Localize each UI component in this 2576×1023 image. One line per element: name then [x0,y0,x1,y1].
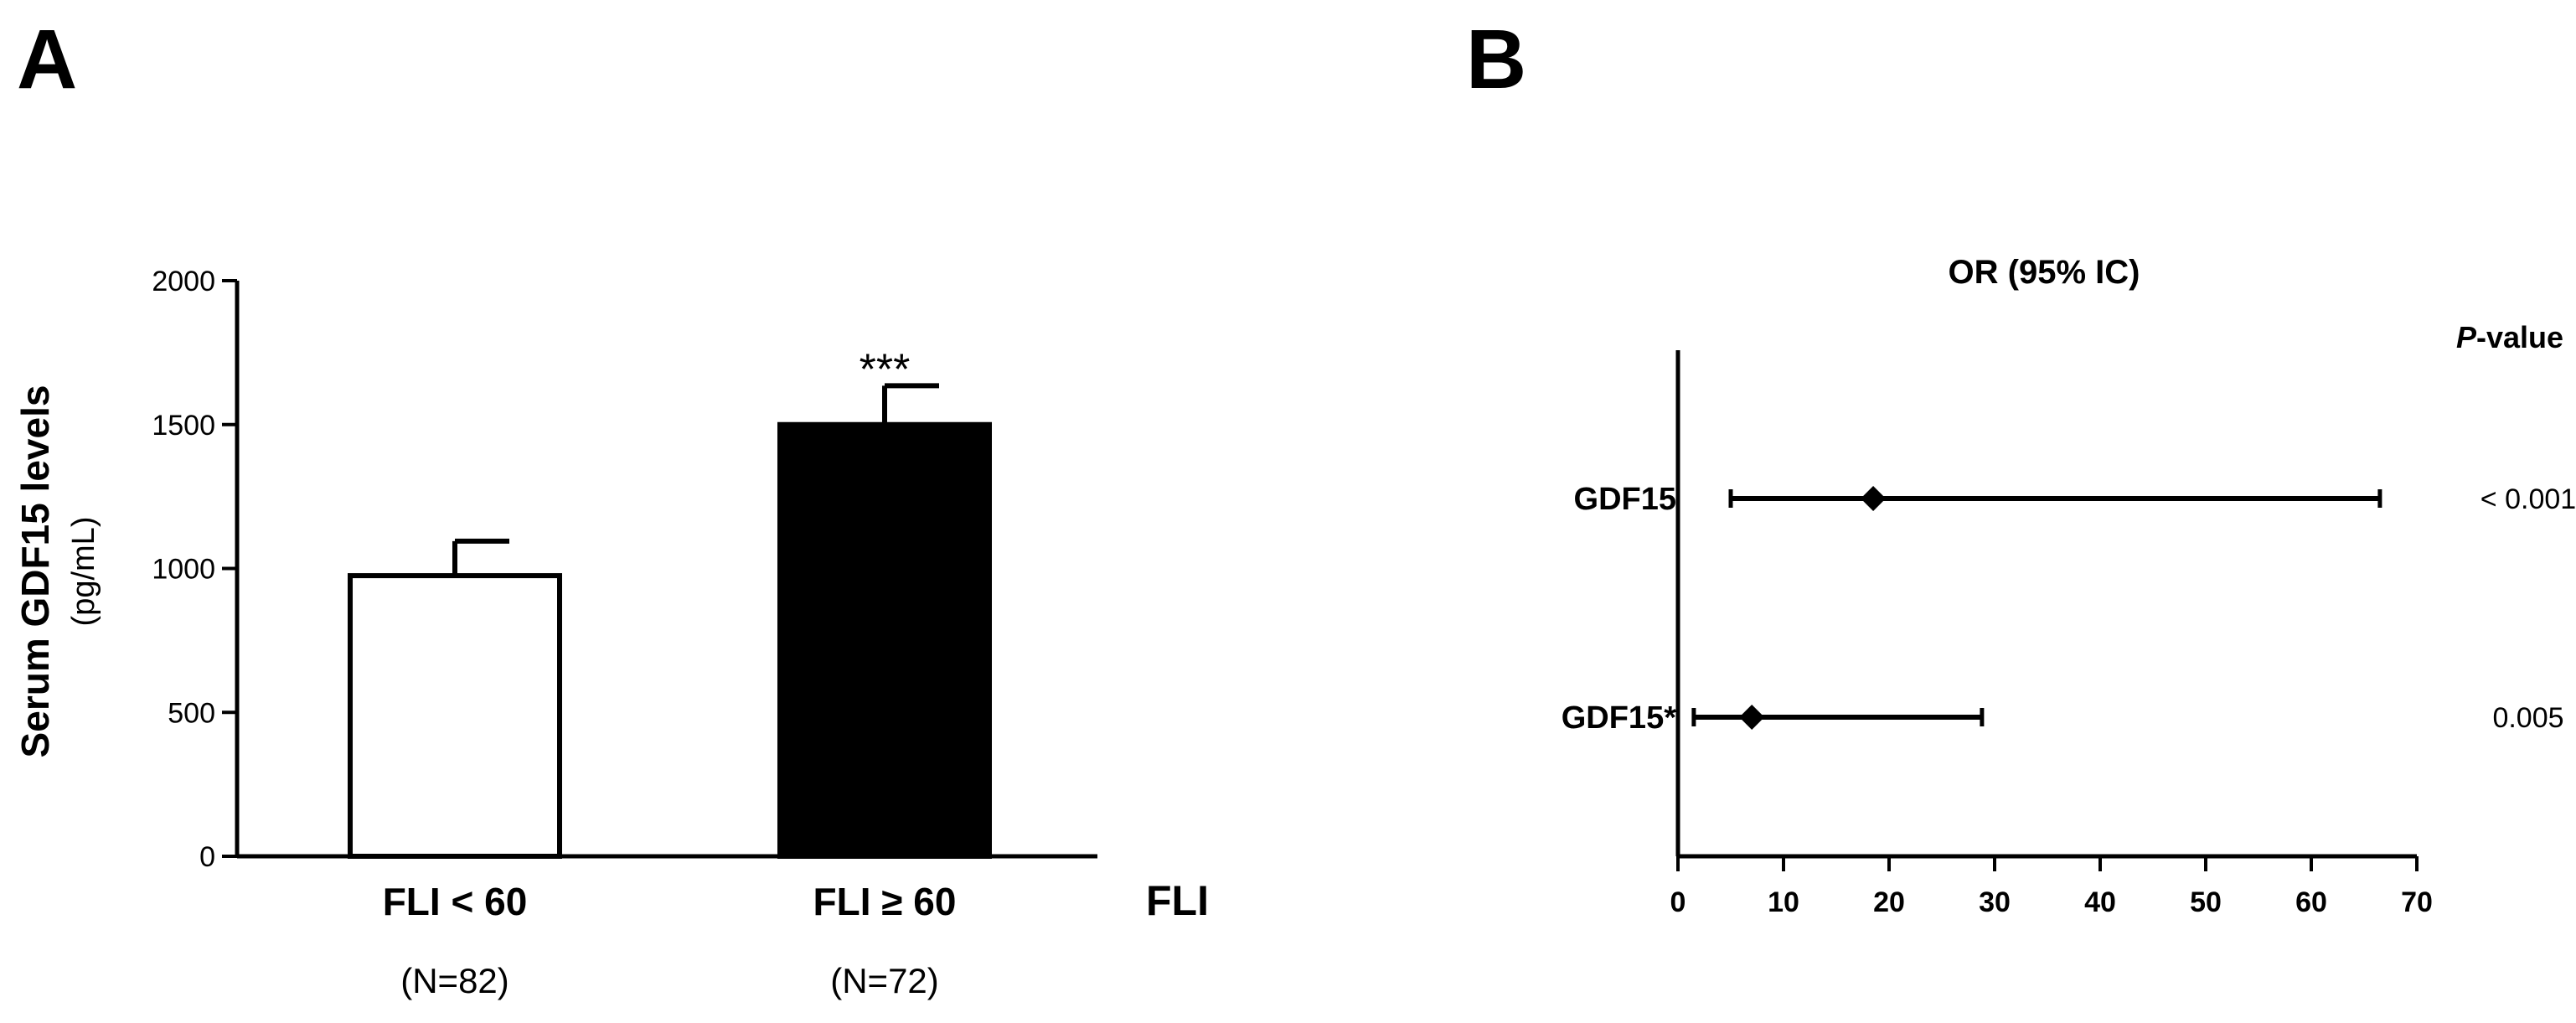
y-axis-unit-label: (pg/mL) [66,517,101,627]
p-value-label: 0.005 [2492,702,2563,734]
bar [348,573,562,860]
x-tick-label: 70 [2401,886,2433,918]
x-tick-label: 30 [1979,886,2011,918]
panel-a-bar-chart: 0 500 1000 1500 2000 FLI < 60 (N=82) *** FLI ≥ … [13,266,1209,1000]
x-axis-label: FLI [1146,877,1209,924]
y-tick-label: 0 [199,841,215,873]
forest-row-label: GDF15 [1574,482,1676,517]
panel-b-forest-plot: OR (95% IC) P-value 0 10 20 30 40 50 60 70 GDF1… [1562,254,2576,918]
p-value-label: < 0.001 [2480,483,2576,515]
odds-ratio-point [1739,705,1765,730]
x-tick-label: 20 [1873,886,1905,918]
odds-ratio-point [1861,486,1887,511]
category-label: FLI ≥ 60 [813,880,957,923]
bar [777,421,992,859]
panel-b-letter: B [1466,13,1526,106]
category-count-label: (N=72) [830,961,939,1000]
x-tick-label: 60 [2295,886,2327,918]
forest-row-label: GDF15* [1562,700,1676,736]
x-tick-label: 10 [1768,886,1799,918]
y-tick-label: 2000 [152,266,215,297]
pvalue-header: P-value [2456,320,2563,354]
category-count-label: (N=82) [400,961,509,1000]
panel-a-letter: A [17,13,77,106]
x-tick-label: 40 [2084,886,2116,918]
y-axis-label: Serum GDF15 levels [13,385,57,758]
category-label: FLI < 60 [383,880,528,923]
forest-title: OR (95% IC) [1949,254,2140,291]
pvalue-header-italic: P [2456,320,2477,354]
x-tick-label: 0 [1670,886,1686,918]
x-tick-label: 50 [2190,886,2222,918]
y-tick-label: 500 [168,697,215,729]
pvalue-header-text: -value [2476,320,2563,354]
y-tick-label: 1000 [152,554,215,586]
significance-marker: *** [860,345,911,394]
y-tick-label: 1500 [152,410,215,442]
